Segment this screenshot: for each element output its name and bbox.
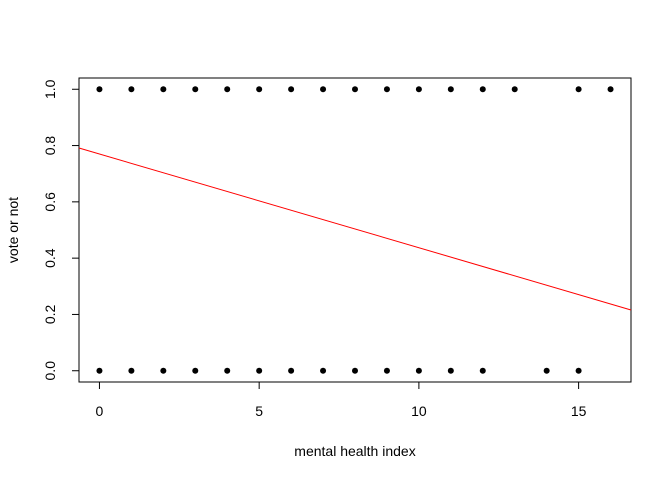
data-point xyxy=(575,86,582,93)
y-tick-label: 0.2 xyxy=(42,305,58,325)
data-point xyxy=(320,367,327,374)
data-point xyxy=(96,367,103,374)
data-point xyxy=(543,367,550,374)
y-tick-label: 0.0 xyxy=(42,361,58,381)
data-point xyxy=(415,367,422,374)
regression-line xyxy=(78,147,632,311)
data-point xyxy=(479,86,486,93)
data-point xyxy=(575,367,582,374)
x-tick-label: 0 xyxy=(96,403,104,419)
x-axis-label: mental health index xyxy=(294,443,415,459)
data-point xyxy=(479,367,486,374)
data-point xyxy=(224,367,231,374)
data-point xyxy=(256,86,263,93)
data-point xyxy=(352,367,358,374)
data-point xyxy=(383,367,390,374)
data-point xyxy=(224,86,231,93)
data-point xyxy=(511,86,518,93)
y-axis-label: vote or not xyxy=(5,197,21,263)
data-point xyxy=(256,367,263,374)
data-point xyxy=(320,86,327,93)
data-point xyxy=(160,367,167,374)
y-tick-label: 0.4 xyxy=(42,248,58,268)
data-point xyxy=(415,86,422,93)
data-point xyxy=(128,86,135,93)
data-point xyxy=(352,86,358,93)
data-point xyxy=(160,86,167,93)
data-point xyxy=(288,86,295,93)
data-point xyxy=(192,367,199,374)
y-tick-label: 0.6 xyxy=(42,192,58,212)
data-points xyxy=(96,86,614,374)
y-tick-label: 1.0 xyxy=(42,79,58,99)
plot-frame xyxy=(78,77,632,383)
data-point xyxy=(192,86,199,93)
y-tick-label: 0.8 xyxy=(42,136,58,156)
x-tick-label: 5 xyxy=(255,403,263,419)
data-point xyxy=(607,86,614,93)
x-tick-label: 15 xyxy=(571,403,587,419)
data-point xyxy=(447,367,454,374)
data-point xyxy=(128,367,135,374)
data-point xyxy=(447,86,454,93)
x-tick-label: 10 xyxy=(411,403,427,419)
x-axis: 0 5 10 15 xyxy=(96,381,587,419)
data-point xyxy=(96,86,103,93)
y-axis: 0.0 0.2 0.4 0.6 0.8 1.0 xyxy=(42,79,80,381)
data-point xyxy=(383,86,390,93)
data-point xyxy=(288,367,295,374)
